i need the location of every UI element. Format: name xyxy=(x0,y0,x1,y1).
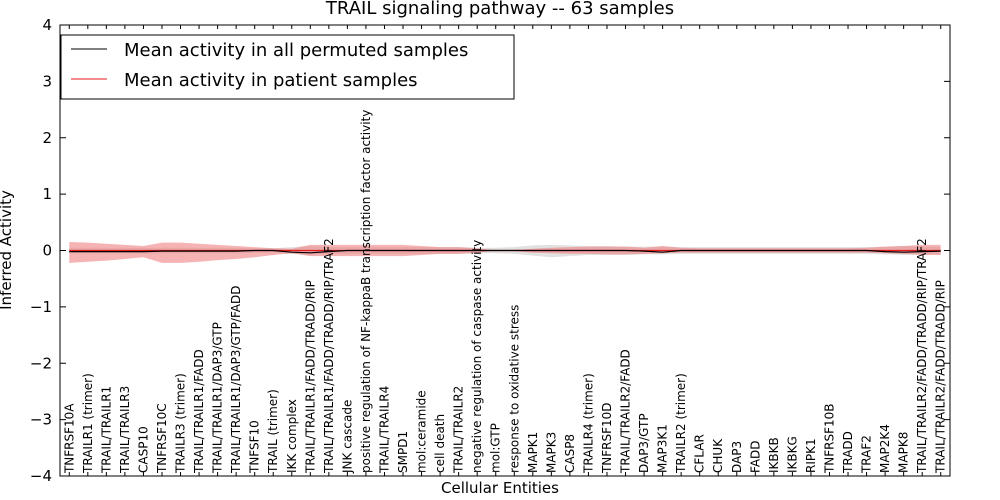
y-tick-label: 4 xyxy=(42,16,52,34)
x-category-label: IKK complex xyxy=(285,399,299,473)
x-category-label: mol:ceramide xyxy=(415,390,429,473)
y-tick-label: −3 xyxy=(30,411,52,429)
x-category-label: positive regulation of NF-kappaB transcr… xyxy=(359,110,373,473)
x-axis-title: Cellular Entities xyxy=(441,479,559,497)
x-category-label: MAPK8 xyxy=(897,432,911,473)
x-category-label: JNK cascade xyxy=(340,400,354,474)
x-category-label: response to oxidative stress xyxy=(507,305,521,473)
x-category-label: mol:GTP xyxy=(489,423,503,473)
y-tick-label: −2 xyxy=(30,354,52,372)
y-axis: −4 −3 −2 −1 0 1 2 3 4 xyxy=(30,16,950,485)
patient-band xyxy=(69,242,941,263)
legend-patient-label: Mean activity in patient samples xyxy=(124,70,418,91)
x-category-label: DAP3/GTP xyxy=(637,413,651,473)
x-category-label: TRAIL/TRAILR1/FADD/TRADD/RIP/TRAF2 xyxy=(322,238,336,474)
x-category-label: TRAIL/TRAILR2/FADD xyxy=(619,349,633,474)
x-category-label: TNFRSF10C xyxy=(155,403,169,474)
x-category-label: TRAIL/TRAILR1/DAP3/GTP/FADD xyxy=(229,286,243,474)
legend-permuted-label: Mean activity in all permuted samples xyxy=(124,40,468,61)
x-category-label: TRAILR4 (trimer) xyxy=(581,373,595,474)
x-category-label: IKBKG xyxy=(785,436,799,473)
x-category-label: SMPD1 xyxy=(396,431,410,473)
x-category-label: TRAIL (trimer) xyxy=(266,389,280,474)
x-category-label: CASP10 xyxy=(136,426,150,473)
x-category-label: TNFRSF10A xyxy=(62,403,76,474)
x-category-label: TRAIL/TRAILR1/FADD/TRADD/RIP xyxy=(303,280,317,474)
series-lines xyxy=(69,249,941,254)
x-category-label: RIPK1 xyxy=(804,438,818,473)
y-axis-title: Inferred Activity xyxy=(0,190,15,310)
x-category-label: TRAIL/TRAILR1 xyxy=(99,386,113,474)
y-tick-label: 3 xyxy=(42,72,52,90)
x-category-label: DAP3 xyxy=(730,441,744,473)
x-category-label: TRAF2 xyxy=(860,435,874,474)
y-tick-label: 2 xyxy=(42,129,52,147)
permuted-mean-line xyxy=(69,249,941,254)
x-category-label: cell death xyxy=(433,414,447,473)
chart-title: TRAIL signaling pathway -- 63 samples xyxy=(325,0,674,19)
x-category-label: MAPK1 xyxy=(526,432,540,473)
x-category-label: TRAIL/TRAILR2/FADD/TRADD/RIP xyxy=(934,280,948,474)
x-category-label: TRAIL/TRAILR4 xyxy=(378,386,392,474)
x-category-label: TRAIL/TRAILR1/DAP3/GTP xyxy=(211,322,225,474)
error-bands xyxy=(69,242,941,263)
x-category-label: CHUK xyxy=(711,438,725,473)
x-category-label: TNFRSF10D xyxy=(600,402,614,474)
x-axis: TNFRSF10A TRAILR1 (trimer) TRAIL/TRAILR1 TR… xyxy=(62,25,948,476)
x-category-label: TRAILR1 (trimer) xyxy=(81,373,95,474)
x-category-label: CASP8 xyxy=(563,434,577,473)
x-category-label: TRAIL/TRAILR2 xyxy=(452,386,466,474)
y-tick-label: 0 xyxy=(42,242,52,260)
x-category-label: TRADD xyxy=(841,431,855,474)
x-category-label: FADD xyxy=(748,440,762,473)
x-category-label: MAPK3 xyxy=(544,432,558,473)
y-tick-label: −1 xyxy=(30,298,52,316)
x-category-label: TNFRSF10B xyxy=(823,403,837,474)
x-category-label: CFLAR xyxy=(693,434,707,473)
x-category-label: negative regulation of caspase activity xyxy=(470,240,484,473)
y-tick-label: −4 xyxy=(30,467,52,485)
x-category-label: TRAIL/TRAILR1/FADD xyxy=(192,349,206,474)
legend: Mean activity in all permuted samples Me… xyxy=(60,34,515,100)
x-category-label: TRAIL/TRAILR3 xyxy=(118,386,132,474)
y-tick-label: 1 xyxy=(42,185,52,203)
x-category-label: IKBKB xyxy=(767,437,781,473)
x-category-label: TRAILR2 (trimer) xyxy=(674,373,688,474)
x-category-label: TRAIL/TRAILR2/FADD/TRADD/RIP/TRAF2 xyxy=(915,238,929,474)
x-category-label: TNFSF10 xyxy=(248,420,262,474)
x-category-label: MAP3K1 xyxy=(656,424,670,473)
legend-box xyxy=(60,34,515,100)
x-category-label: MAP2K4 xyxy=(878,424,892,473)
x-category-label: TRAILR3 (trimer) xyxy=(174,373,188,474)
